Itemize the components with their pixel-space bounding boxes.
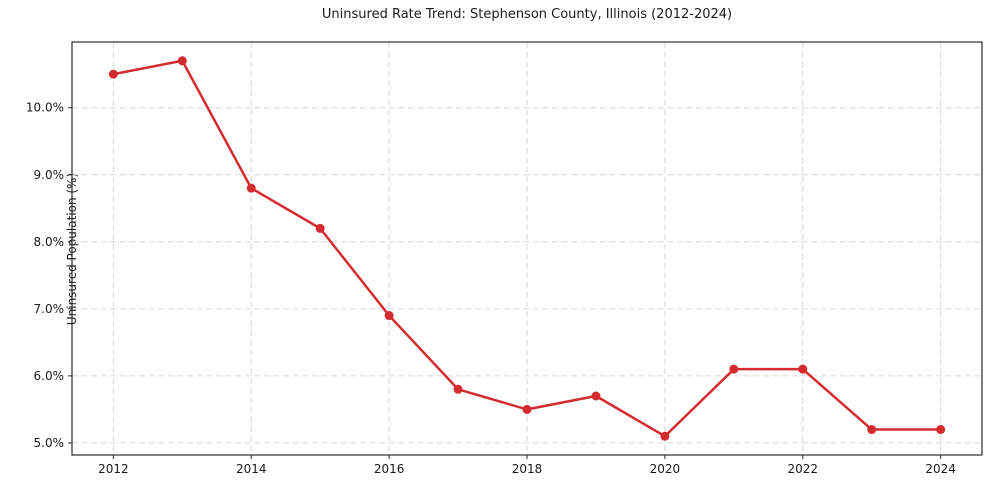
data-point	[936, 425, 946, 435]
data-point	[522, 404, 532, 414]
data-point	[591, 391, 601, 401]
x-tick-label: 2024	[925, 462, 956, 476]
x-tick-label: 2016	[374, 462, 405, 476]
data-point	[798, 364, 808, 374]
data-point	[315, 223, 325, 233]
data-point	[729, 364, 739, 374]
data-point	[246, 183, 256, 193]
data-point	[108, 69, 118, 79]
y-tick-label: 5.0%	[34, 436, 65, 450]
x-tick-label: 2014	[236, 462, 267, 476]
y-tick-label: 6.0%	[34, 369, 65, 383]
x-tick-label: 2020	[650, 462, 681, 476]
y-tick-label: 8.0%	[34, 235, 65, 249]
chart-title: Uninsured Rate Trend: Stephenson County,…	[321, 7, 733, 22]
data-point	[660, 431, 670, 441]
x-tick-label: 2018	[512, 462, 543, 476]
data-point	[384, 311, 394, 321]
x-tick-label: 2022	[787, 462, 818, 476]
data-point	[867, 425, 877, 435]
x-tick-label: 2012	[98, 462, 129, 476]
data-point	[177, 56, 187, 66]
y-tick-label: 10.0%	[26, 101, 64, 115]
y-tick-label: 9.0%	[34, 168, 65, 182]
y-tick-label: 7.0%	[34, 302, 65, 316]
data-point	[453, 384, 463, 394]
